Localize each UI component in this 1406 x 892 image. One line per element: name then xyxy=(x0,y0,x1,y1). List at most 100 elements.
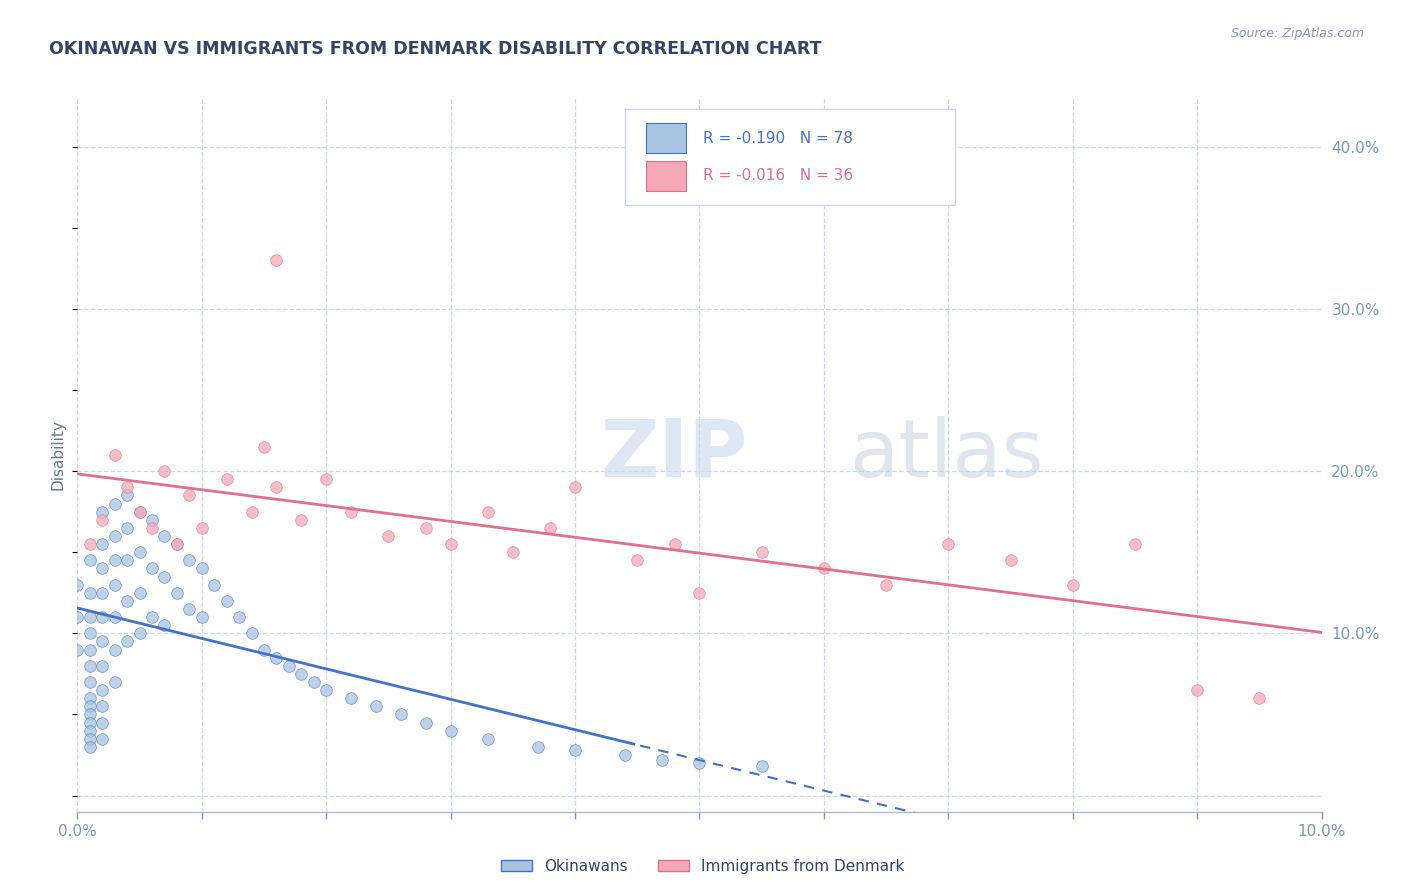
Point xyxy=(115,594,138,608)
Point xyxy=(79,691,101,706)
Point xyxy=(91,715,114,730)
Point xyxy=(91,610,114,624)
Point xyxy=(79,626,101,640)
Text: ZIP: ZIP xyxy=(600,416,747,494)
Y-axis label: Disability: Disability xyxy=(51,419,66,491)
Point xyxy=(104,577,127,591)
Point xyxy=(79,675,101,690)
Point xyxy=(79,699,101,714)
Point xyxy=(340,505,363,519)
Point xyxy=(751,545,773,559)
Point xyxy=(191,610,214,624)
Point xyxy=(104,529,127,543)
FancyBboxPatch shape xyxy=(624,109,955,205)
Point xyxy=(79,723,101,738)
Point xyxy=(91,731,114,746)
Point xyxy=(651,753,673,767)
Point xyxy=(79,537,101,551)
Bar xyxy=(645,123,686,153)
Point xyxy=(1123,537,1146,551)
Point xyxy=(79,739,101,754)
Point xyxy=(477,505,499,519)
Point xyxy=(104,610,127,624)
Point xyxy=(91,683,114,698)
Text: R = -0.190   N = 78: R = -0.190 N = 78 xyxy=(703,130,853,145)
Point xyxy=(91,634,114,648)
Point xyxy=(689,756,711,770)
Text: OKINAWAN VS IMMIGRANTS FROM DENMARK DISABILITY CORRELATION CHART: OKINAWAN VS IMMIGRANTS FROM DENMARK DISA… xyxy=(49,40,821,58)
Point xyxy=(153,618,176,632)
Point xyxy=(277,658,299,673)
Point xyxy=(689,586,711,600)
Point xyxy=(191,521,214,535)
Point xyxy=(141,561,163,575)
Point xyxy=(215,594,238,608)
Point xyxy=(153,569,176,583)
Point xyxy=(179,488,201,502)
Point xyxy=(538,521,561,535)
Point xyxy=(79,586,101,600)
Point xyxy=(128,545,150,559)
Point xyxy=(626,553,648,567)
Point xyxy=(128,505,150,519)
Point xyxy=(153,529,176,543)
Point xyxy=(266,480,288,494)
Point xyxy=(128,626,150,640)
Point xyxy=(564,743,586,757)
Point xyxy=(79,610,101,624)
Point xyxy=(389,707,412,722)
Point xyxy=(91,513,114,527)
Point xyxy=(290,666,312,681)
Point xyxy=(664,537,686,551)
Point xyxy=(66,577,89,591)
Point xyxy=(477,731,499,746)
Point xyxy=(502,545,524,559)
Point xyxy=(91,561,114,575)
Point xyxy=(253,642,276,657)
Point xyxy=(66,610,89,624)
Point xyxy=(104,675,127,690)
Point xyxy=(240,626,263,640)
Point xyxy=(91,505,114,519)
Point xyxy=(166,586,188,600)
Point xyxy=(1062,577,1084,591)
Point xyxy=(179,602,201,616)
Point xyxy=(751,759,773,773)
Point xyxy=(290,513,312,527)
Point xyxy=(128,586,150,600)
Point xyxy=(79,707,101,722)
Point xyxy=(166,537,188,551)
Point xyxy=(564,480,586,494)
Point xyxy=(266,650,288,665)
Point xyxy=(79,731,101,746)
Point xyxy=(440,723,463,738)
Point xyxy=(875,577,897,591)
Point xyxy=(315,683,337,698)
Point xyxy=(66,642,89,657)
Point xyxy=(240,505,263,519)
Point xyxy=(79,658,101,673)
Point xyxy=(340,691,363,706)
Text: R = -0.016   N = 36: R = -0.016 N = 36 xyxy=(703,169,853,184)
Point xyxy=(141,610,163,624)
Point xyxy=(364,699,387,714)
Point xyxy=(79,715,101,730)
Text: Source: ZipAtlas.com: Source: ZipAtlas.com xyxy=(1230,27,1364,40)
Point xyxy=(104,448,127,462)
Point xyxy=(91,537,114,551)
Point xyxy=(179,553,201,567)
Point xyxy=(613,747,636,762)
Point xyxy=(91,699,114,714)
Point xyxy=(115,480,138,494)
Point xyxy=(377,529,399,543)
Point xyxy=(104,497,127,511)
Point xyxy=(115,553,138,567)
Point xyxy=(526,739,548,754)
Point xyxy=(79,642,101,657)
Point xyxy=(315,472,337,486)
Point xyxy=(266,253,288,268)
Point xyxy=(91,658,114,673)
Point xyxy=(115,634,138,648)
Point xyxy=(813,561,835,575)
Point xyxy=(302,675,325,690)
